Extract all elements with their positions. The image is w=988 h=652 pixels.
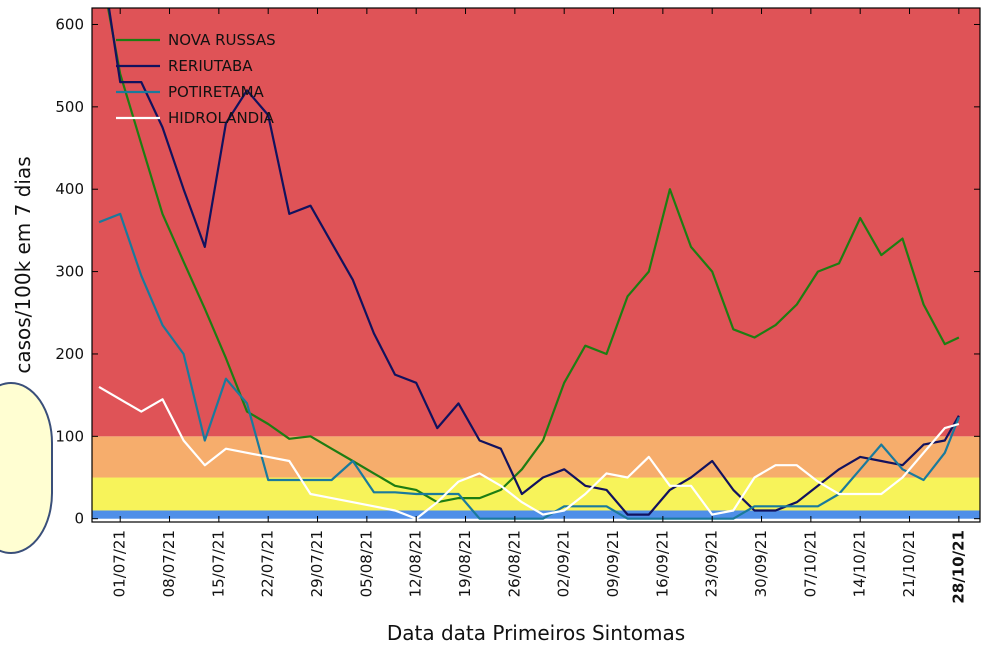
legend-label: POTIRETAMA (168, 83, 265, 101)
threshold-band (92, 8, 980, 437)
y-tick-label: 600 (55, 15, 84, 33)
y-tick-label: 400 (55, 180, 84, 198)
x-tick-label: 16/09/21 (653, 530, 671, 597)
x-tick-label: 22/07/21 (259, 530, 277, 597)
series-line (98, 212, 960, 520)
x-tick-label: 23/09/21 (703, 530, 721, 597)
x-tick-label: 14/10/21 (851, 530, 869, 597)
x-tick-label: 30/09/21 (752, 530, 770, 597)
legend-label: NOVA RUSSAS (168, 31, 276, 49)
y-tick-label: 0 (74, 510, 84, 528)
x-tick-label: 26/08/21 (505, 530, 523, 597)
threshold-band (92, 510, 980, 519)
x-tick-label: 12/08/21 (407, 530, 425, 597)
plot-frame (91, 7, 981, 523)
y-axis-label: casos/100k em 7 dias (11, 156, 35, 373)
overlay-bubble (0, 382, 53, 554)
x-tick-label: 29/07/21 (308, 530, 326, 597)
x-tick-label: 08/07/21 (160, 530, 178, 597)
legend-label: RERIUTABA (168, 57, 253, 75)
x-axis-label: Data data Primeiros Sintomas (387, 621, 685, 645)
y-tick-label: 500 (55, 98, 84, 116)
y-tick-label: 300 (55, 263, 84, 281)
x-tick-label: 19/08/21 (456, 530, 474, 597)
x-tick-label: 05/08/21 (357, 530, 375, 597)
x-tick-label: 02/09/21 (555, 530, 573, 597)
y-tick-label: 200 (55, 345, 84, 363)
x-tick-label: 15/07/21 (209, 530, 227, 597)
x-tick-label: 21/10/21 (900, 530, 918, 597)
legend-label: HIDROLANDIA (168, 109, 275, 127)
y-tick-label: 100 (55, 427, 84, 445)
x-tick-label: 01/07/21 (111, 530, 129, 597)
threshold-band (92, 436, 980, 478)
x-tick-label: 28/10/21 (949, 530, 967, 604)
series-line (106, 8, 960, 504)
x-tick-label: 09/09/21 (604, 530, 622, 597)
x-tick-label: 07/10/21 (801, 530, 819, 597)
series-line (98, 385, 960, 520)
